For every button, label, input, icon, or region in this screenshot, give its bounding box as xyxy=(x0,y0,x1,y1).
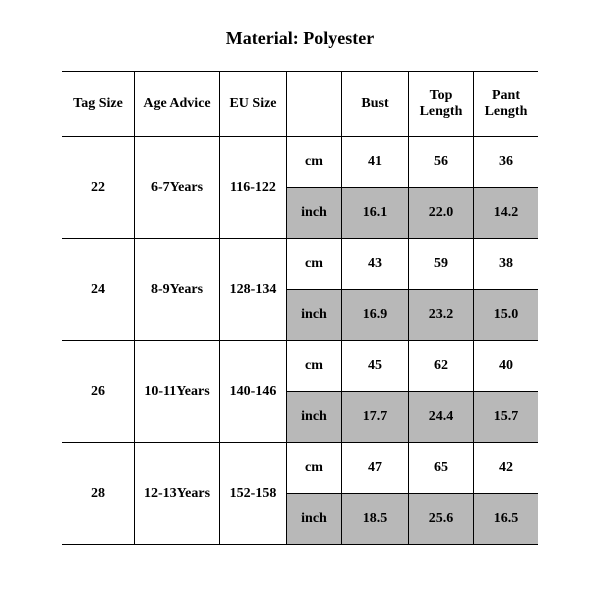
cell-unit-inch: inch xyxy=(287,392,342,443)
cell-bust: 43 xyxy=(342,239,409,290)
size-table: Tag Size Age Advice EU Size Bust Top Len… xyxy=(62,71,538,545)
cell-age: 12-13Years xyxy=(135,443,220,545)
cell-tag: 24 xyxy=(62,239,135,341)
cell-top: 62 xyxy=(409,341,474,392)
cell-eu: 116-122 xyxy=(220,137,287,239)
header-tag: Tag Size xyxy=(62,72,135,137)
cell-bust: 16.1 xyxy=(342,188,409,239)
cell-pant: 40 xyxy=(474,341,539,392)
cell-top: 22.0 xyxy=(409,188,474,239)
cell-pant: 16.5 xyxy=(474,494,539,545)
header-age: Age Advice xyxy=(135,72,220,137)
cell-unit-inch: inch xyxy=(287,188,342,239)
cell-top: 56 xyxy=(409,137,474,188)
table-row: 22 6-7Years 116-122 cm 41 56 36 xyxy=(62,137,538,188)
header-bust: Bust xyxy=(342,72,409,137)
cell-age: 10-11Years xyxy=(135,341,220,443)
cell-tag: 26 xyxy=(62,341,135,443)
table-row: 24 8-9Years 128-134 cm 43 59 38 xyxy=(62,239,538,290)
cell-unit-cm: cm xyxy=(287,137,342,188)
table-row: 26 10-11Years 140-146 cm 45 62 40 xyxy=(62,341,538,392)
cell-bust: 16.9 xyxy=(342,290,409,341)
cell-unit-inch: inch xyxy=(287,494,342,545)
cell-bust: 17.7 xyxy=(342,392,409,443)
header-row: Tag Size Age Advice EU Size Bust Top Len… xyxy=(62,72,538,137)
cell-unit-cm: cm xyxy=(287,443,342,494)
cell-unit-cm: cm xyxy=(287,341,342,392)
cell-bust: 45 xyxy=(342,341,409,392)
cell-eu: 128-134 xyxy=(220,239,287,341)
cell-bust: 41 xyxy=(342,137,409,188)
header-eu: EU Size xyxy=(220,72,287,137)
cell-eu: 140-146 xyxy=(220,341,287,443)
cell-top: 65 xyxy=(409,443,474,494)
cell-pant: 15.0 xyxy=(474,290,539,341)
table-row: 28 12-13Years 152-158 cm 47 65 42 xyxy=(62,443,538,494)
cell-top: 59 xyxy=(409,239,474,290)
header-top: Top Length xyxy=(409,72,474,137)
cell-pant: 14.2 xyxy=(474,188,539,239)
cell-unit-cm: cm xyxy=(287,239,342,290)
cell-eu: 152-158 xyxy=(220,443,287,545)
cell-age: 6-7Years xyxy=(135,137,220,239)
header-unit xyxy=(287,72,342,137)
cell-bust: 47 xyxy=(342,443,409,494)
cell-top: 25.6 xyxy=(409,494,474,545)
cell-tag: 28 xyxy=(62,443,135,545)
cell-pant: 36 xyxy=(474,137,539,188)
cell-pant: 15.7 xyxy=(474,392,539,443)
cell-tag: 22 xyxy=(62,137,135,239)
header-pant: Pant Length xyxy=(474,72,539,137)
cell-top: 23.2 xyxy=(409,290,474,341)
cell-unit-inch: inch xyxy=(287,290,342,341)
page-title: Material: Polyester xyxy=(0,0,600,71)
cell-bust: 18.5 xyxy=(342,494,409,545)
cell-pant: 42 xyxy=(474,443,539,494)
cell-top: 24.4 xyxy=(409,392,474,443)
cell-pant: 38 xyxy=(474,239,539,290)
cell-age: 8-9Years xyxy=(135,239,220,341)
